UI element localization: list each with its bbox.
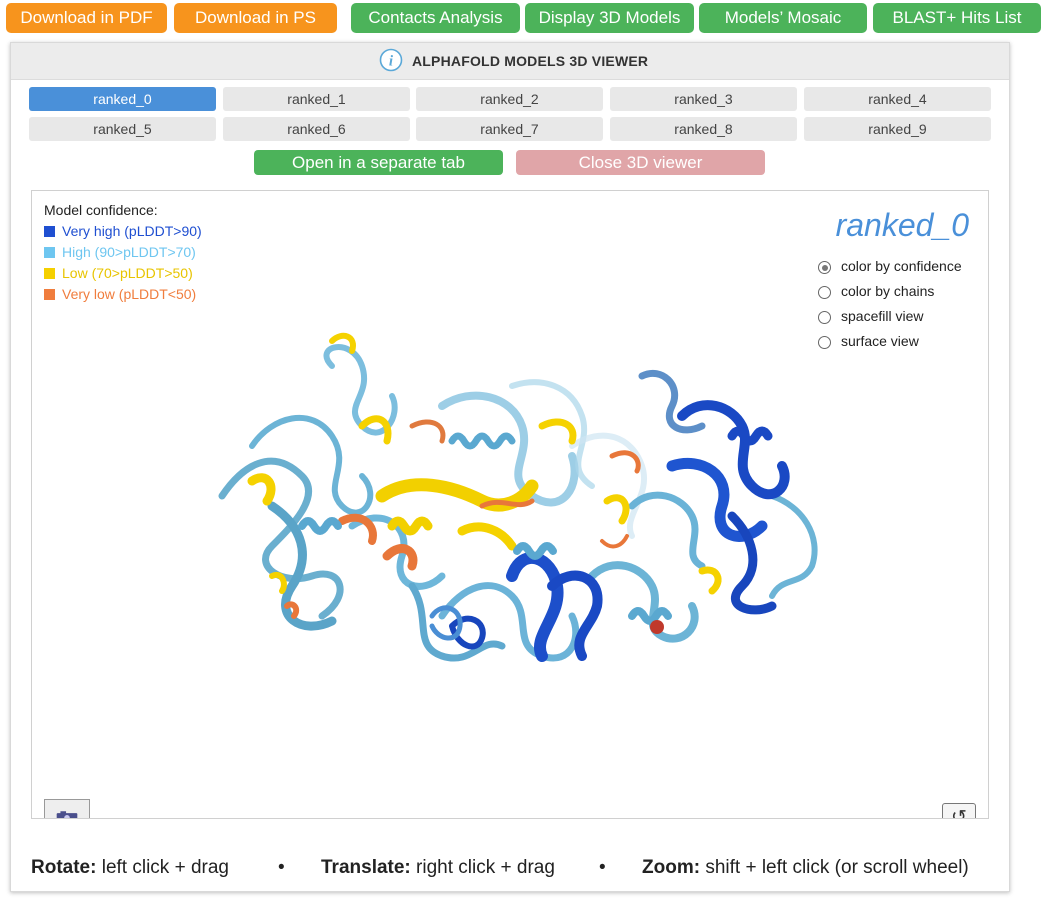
svg-text:i: i <box>389 54 394 70</box>
reset-view-button[interactable]: ↺ <box>942 803 976 819</box>
option-surface-view[interactable]: surface view <box>818 333 919 349</box>
rotate-label: Rotate: <box>31 857 97 878</box>
3d-viewer-canvas[interactable]: Model confidence: Very high (pLDDT>90) H… <box>31 190 989 819</box>
navigation-instructions: Rotate: left click + drag • Translate: r… <box>11 857 1009 883</box>
legend-very-low: Very low (pLDDT<50) <box>44 286 196 302</box>
option-label: surface view <box>841 333 919 349</box>
download-pdf-button[interactable]: Download in PDF <box>6 3 167 33</box>
zoom-text: shift + left click (or scroll wheel) <box>705 857 969 878</box>
protein-structure-render[interactable] <box>212 326 832 696</box>
translate-instruction: Translate: right click + drag <box>321 857 555 879</box>
legend-label: High (90>pLDDT>70) <box>62 244 196 260</box>
model-tab-ranked-9[interactable]: ranked_9 <box>804 117 991 141</box>
radio[interactable] <box>818 286 831 299</box>
legend-swatch <box>44 289 55 300</box>
legend-low: Low (70>pLDDT>50) <box>44 265 193 281</box>
radio[interactable] <box>818 336 831 349</box>
option-label: color by confidence <box>841 258 962 274</box>
zoom-instruction: Zoom: shift + left click (or scroll whee… <box>642 857 969 879</box>
model-tab-ranked-6[interactable]: ranked_6 <box>223 117 410 141</box>
model-tab-ranked-5[interactable]: ranked_5 <box>29 117 216 141</box>
panel-title: ALPHAFOLD MODELS 3D VIEWER <box>412 53 649 69</box>
option-color-by-confidence[interactable]: color by confidence <box>818 258 962 274</box>
models-mosaic-button[interactable]: Models’ Mosaic <box>699 3 867 33</box>
reset-view-icon: ↺ <box>951 807 967 819</box>
option-spacefill-view[interactable]: spacefill view <box>818 308 923 324</box>
legend-label: Very low (pLDDT<50) <box>62 286 197 302</box>
alphafold-viewer-panel: i ALPHAFOLD MODELS 3D VIEWER ranked_0 ra… <box>10 42 1010 892</box>
model-tab-ranked-3[interactable]: ranked_3 <box>610 87 797 111</box>
option-color-by-chains[interactable]: color by chains <box>818 283 934 299</box>
screenshot-button[interactable] <box>44 799 90 818</box>
separator: • <box>278 857 285 878</box>
open-separate-tab-button[interactable]: Open in a separate tab <box>254 150 503 175</box>
option-label: spacefill view <box>841 308 924 324</box>
download-ps-button[interactable]: Download in PS <box>174 3 337 33</box>
separator: • <box>599 857 606 878</box>
ligand-atom <box>650 620 664 634</box>
rotate-instruction: Rotate: left click + drag <box>31 857 229 879</box>
panel-header: i ALPHAFOLD MODELS 3D VIEWER <box>11 43 1009 80</box>
model-name-label: ranked_0 <box>835 207 969 243</box>
toolbar: Download in PDF Download in PS Contacts … <box>0 0 1049 36</box>
contacts-analysis-button[interactable]: Contacts Analysis <box>351 3 520 33</box>
translate-label: Translate: <box>321 857 411 878</box>
info-icon: i <box>379 48 403 72</box>
legend-title: Model confidence: <box>44 202 158 218</box>
legend-swatch <box>44 247 55 258</box>
translate-text: right click + drag <box>416 857 555 878</box>
legend-very-high: Very high (pLDDT>90) <box>44 223 202 239</box>
model-tab-ranked-0[interactable]: ranked_0 <box>29 87 216 111</box>
model-tab-ranked-4[interactable]: ranked_4 <box>804 87 991 111</box>
legend-label: Low (70>pLDDT>50) <box>62 265 193 281</box>
model-tab-ranked-1[interactable]: ranked_1 <box>223 87 410 111</box>
camera-icon <box>56 811 78 818</box>
close-3d-viewer-button[interactable]: Close 3D viewer <box>516 150 765 175</box>
model-tab-ranked-2[interactable]: ranked_2 <box>416 87 603 111</box>
model-tab-ranked-7[interactable]: ranked_7 <box>416 117 603 141</box>
legend-swatch <box>44 268 55 279</box>
rotate-text: left click + drag <box>101 857 229 878</box>
legend-swatch <box>44 226 55 237</box>
display-3d-models-button[interactable]: Display 3D Models <box>525 3 694 33</box>
legend-label: Very high (pLDDT>90) <box>62 223 202 239</box>
option-label: color by chains <box>841 283 935 299</box>
radio[interactable] <box>818 311 831 324</box>
zoom-label: Zoom: <box>642 857 701 878</box>
legend-high: High (90>pLDDT>70) <box>44 244 196 260</box>
model-tab-ranked-8[interactable]: ranked_8 <box>610 117 797 141</box>
radio-selected[interactable] <box>818 261 831 274</box>
blast-hits-button[interactable]: BLAST+ Hits List <box>873 3 1041 33</box>
